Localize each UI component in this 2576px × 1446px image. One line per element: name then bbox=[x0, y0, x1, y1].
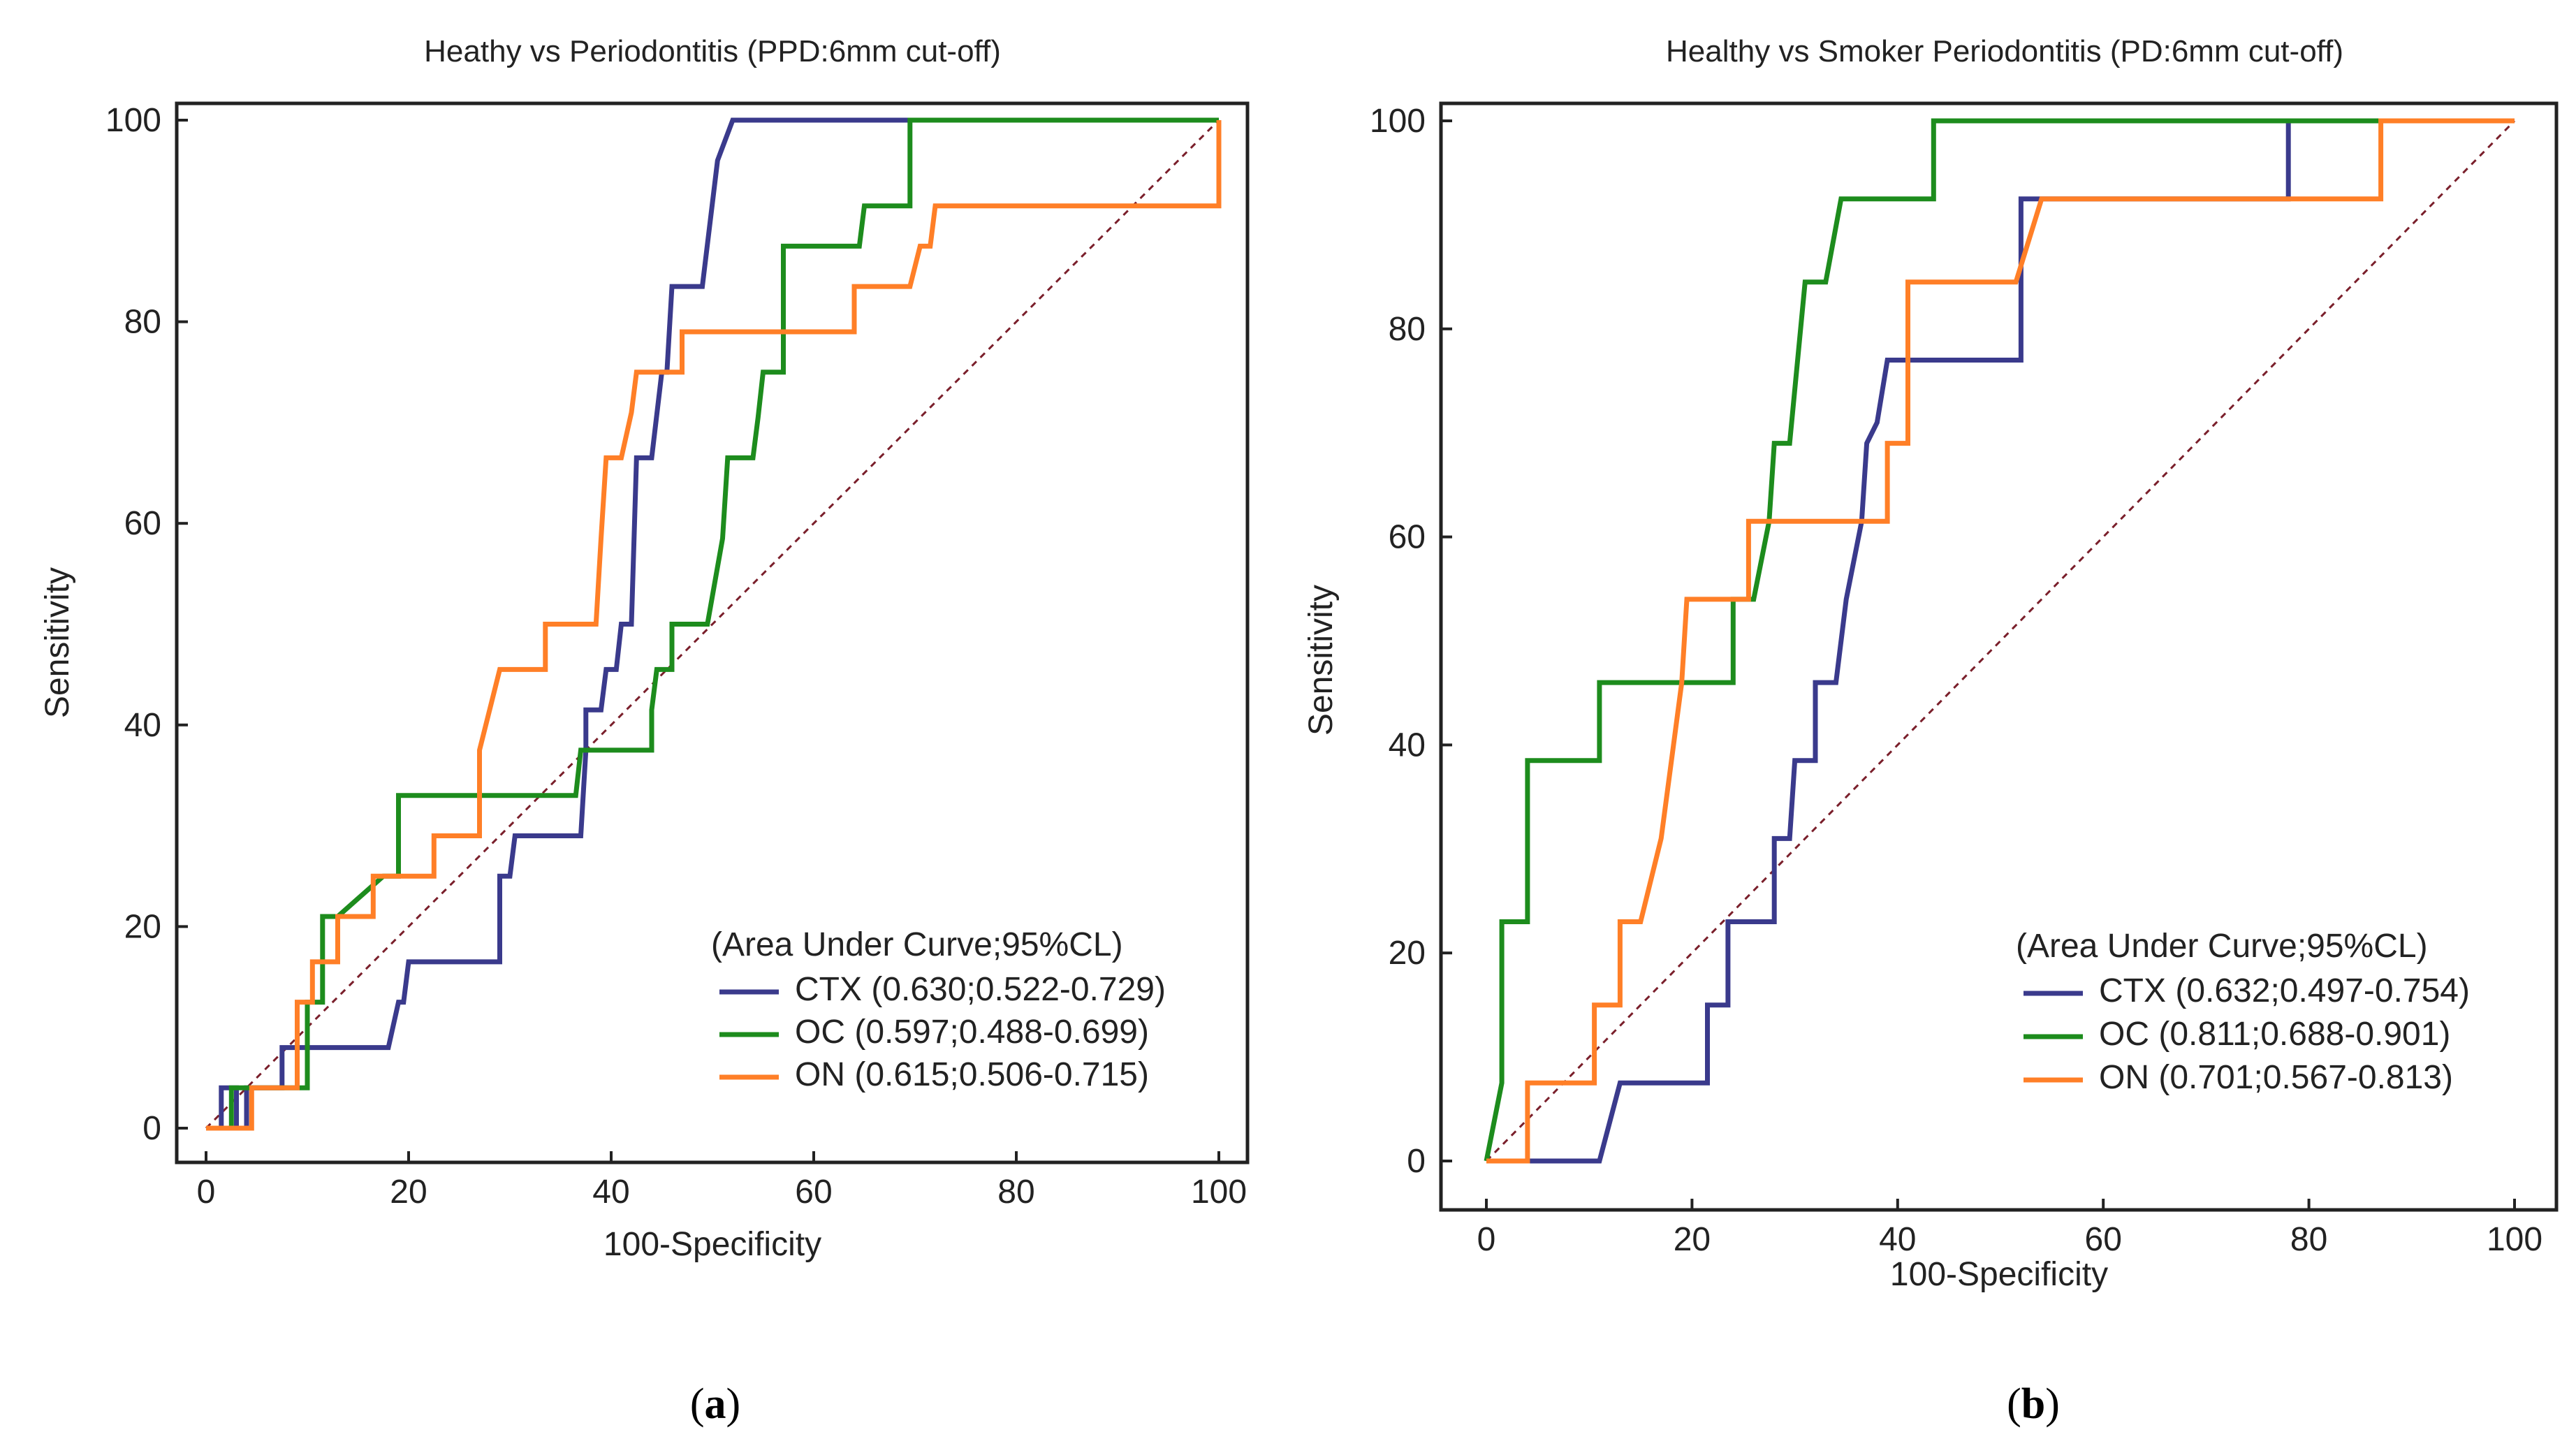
series-line-on bbox=[206, 120, 1222, 1131]
series-line-on bbox=[1486, 118, 2515, 1164]
legend-label-ctx: CTX (0.630;0.522-0.729) bbox=[795, 971, 1166, 1008]
x-tick-label: 80 bbox=[997, 1174, 1034, 1211]
panel-letter-a: a bbox=[705, 1380, 726, 1428]
legend-label-oc: OC (0.597;0.488-0.699) bbox=[795, 1014, 1149, 1051]
y-axis-label: Sensitivity bbox=[39, 567, 76, 718]
plot-frame bbox=[175, 101, 1250, 1164]
x-tick-label: 80 bbox=[2290, 1221, 2327, 1258]
x-tick-label: 100 bbox=[1191, 1174, 1247, 1211]
legend-label-on: ON (0.615;0.506-0.715) bbox=[795, 1056, 1149, 1093]
x-tick-label: 20 bbox=[1674, 1221, 1711, 1258]
x-tick-label: 100 bbox=[2487, 1221, 2542, 1258]
chart-title: Heathy vs Periodontitis (PPD:6mm cut-off… bbox=[424, 34, 1001, 68]
y-tick-label: 0 bbox=[1407, 1143, 1426, 1180]
x-tick-label: 0 bbox=[197, 1174, 216, 1211]
legend: (Area Under Curve;95%CL) CTX (0.630;0.52… bbox=[711, 926, 1166, 1093]
panel-caption-b: (b) bbox=[2007, 1380, 2060, 1428]
x-axis-label: 100-Specificity bbox=[603, 1226, 821, 1263]
axis-ticks: 0 20 40 60 80 100 0 20 40 60 80 100 bbox=[1370, 103, 2542, 1258]
plot-marks bbox=[1484, 118, 2516, 1164]
legend: (Area Under Curve;95%CL) CTX (0.632;0.49… bbox=[2016, 928, 2470, 1096]
x-tick-label: 0 bbox=[1477, 1221, 1496, 1258]
y-tick-label: 100 bbox=[1370, 103, 1426, 140]
legend-label-oc: OC (0.811;0.688-0.901) bbox=[2099, 1016, 2450, 1053]
y-tick-label: 40 bbox=[1389, 726, 1426, 764]
x-tick-label: 20 bbox=[390, 1174, 427, 1211]
y-tick-label: 60 bbox=[1389, 519, 1426, 556]
y-tick-label: 80 bbox=[124, 304, 161, 341]
y-tick-label: 100 bbox=[105, 102, 161, 139]
y-tick-label: 60 bbox=[124, 505, 161, 542]
legend-title: (Area Under Curve;95%CL) bbox=[711, 926, 1123, 963]
x-tick-label: 60 bbox=[795, 1174, 832, 1211]
x-axis-label: 100-Specificity bbox=[1890, 1256, 2108, 1293]
series-line-oc bbox=[1484, 118, 2515, 1162]
x-tick-label: 60 bbox=[2085, 1221, 2122, 1258]
series-line-ctx bbox=[206, 117, 1219, 1131]
legend-label-ctx: CTX (0.632;0.497-0.754) bbox=[2099, 972, 2470, 1009]
y-tick-label: 20 bbox=[124, 908, 161, 945]
y-axis-label: Sensitivity bbox=[1303, 585, 1340, 736]
x-tick-label: 40 bbox=[1879, 1221, 1916, 1258]
chart-title: Healthy vs Smoker Periodontitis (PD:6mm … bbox=[1666, 34, 2343, 68]
plot-frame bbox=[1439, 101, 2559, 1212]
series-line-oc bbox=[206, 117, 1219, 1131]
y-tick-label: 0 bbox=[142, 1110, 161, 1147]
legend-title: (Area Under Curve;95%CL) bbox=[2016, 928, 2428, 965]
legend-label-on: ON (0.701;0.567-0.813) bbox=[2099, 1059, 2453, 1096]
roc-chart-a: Heathy vs Periodontitis (PPD:6mm cut-off… bbox=[39, 34, 1250, 1428]
reference-diagonal bbox=[1485, 119, 2516, 1162]
panel-caption-a: (a) bbox=[690, 1380, 740, 1428]
y-tick-label: 20 bbox=[1389, 935, 1426, 972]
x-tick-label: 40 bbox=[592, 1174, 629, 1211]
axis-ticks: 0 20 40 60 80 100 0 20 40 60 80 100 bbox=[105, 102, 1247, 1211]
y-tick-label: 40 bbox=[124, 707, 161, 744]
series-line-ctx bbox=[1486, 118, 2515, 1164]
roc-chart-b: Healthy vs Smoker Periodontitis (PD:6mm … bbox=[1303, 34, 2559, 1428]
panel-letter-b: b bbox=[2021, 1380, 2045, 1428]
plot-marks bbox=[205, 117, 1222, 1131]
reference-diagonal bbox=[205, 119, 1220, 1130]
y-tick-label: 80 bbox=[1389, 311, 1426, 348]
